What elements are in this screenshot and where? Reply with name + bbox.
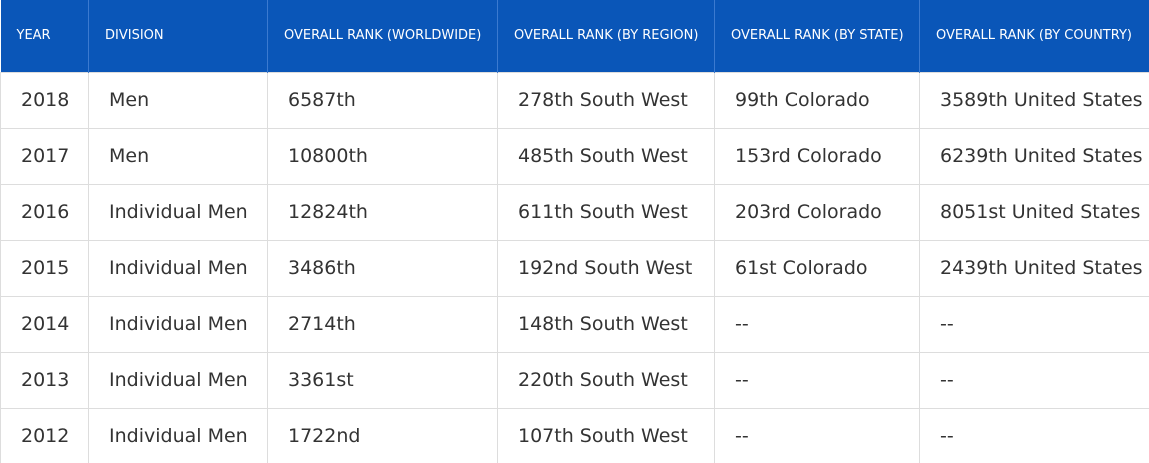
table-cell: -- (714, 407, 920, 463)
table-cell: 611th South West (497, 183, 715, 241)
column-header: OVERALL RANK (BY COUNTRY) (919, 0, 1149, 72)
table-cell: Individual Men (88, 295, 268, 353)
table-cell: 2015 (0, 239, 89, 297)
column-header: OVERALL RANK (BY REGION) (497, 0, 715, 72)
table-cell: 2439th United States (919, 239, 1149, 297)
table-cell: -- (714, 295, 920, 353)
table-body: 2018 Men 6587th 278th South West 99th Colora… (0, 71, 1149, 463)
column-header: OVERALL RANK (BY STATE) (714, 0, 920, 72)
table-cell: 6587th (267, 71, 498, 129)
table-row: 2013 Individual Men 3361st 220th South West… (0, 351, 1149, 409)
table-cell: Individual Men (88, 407, 268, 463)
table-header: YEAR DIVISION OVERALL RANK (WORLDWIDE) OVER… (0, 0, 1149, 72)
table-cell: 2013 (0, 351, 89, 409)
table-cell: 148th South West (497, 295, 715, 353)
table-cell: 2014 (0, 295, 89, 353)
table-cell: 485th South West (497, 127, 715, 185)
table-cell: 107th South West (497, 407, 715, 463)
table-cell: 99th Colorado (714, 71, 920, 129)
table-cell: 278th South West (497, 71, 715, 129)
table-cell: 2016 (0, 183, 89, 241)
table-cell: 3486th (267, 239, 498, 297)
table-cell: 3361st (267, 351, 498, 409)
table-row: 2016 Individual Men 12824th 611th South Wes… (0, 183, 1149, 241)
table-cell: Men (88, 71, 268, 129)
table-cell: 192nd South West (497, 239, 715, 297)
table-row: 2012 Individual Men 1722nd 107th South West… (0, 407, 1149, 463)
column-header: DIVISION (88, 0, 268, 72)
table-row: 2017 Men 10800th 485th South West 153rd Colo… (0, 127, 1149, 185)
table-cell: 2017 (0, 127, 89, 185)
table-cell: Individual Men (88, 239, 268, 297)
table-cell: -- (919, 351, 1149, 409)
table-cell: 61st Colorado (714, 239, 920, 297)
table-cell: 153rd Colorado (714, 127, 920, 185)
table-cell: 12824th (267, 183, 498, 241)
table-cell: 1722nd (267, 407, 498, 463)
table-cell: Individual Men (88, 183, 268, 241)
table-cell: 2012 (0, 407, 89, 463)
table-cell: -- (919, 295, 1149, 353)
table-cell: -- (714, 351, 920, 409)
header-row: YEAR DIVISION OVERALL RANK (WORLDWIDE) OVER… (0, 0, 1149, 72)
table-row: 2015 Individual Men 3486th 192nd South West… (0, 239, 1149, 297)
table-cell: 2714th (267, 295, 498, 353)
table-cell: 6239th United States (919, 127, 1149, 185)
table-cell: Individual Men (88, 351, 268, 409)
table-row: 2018 Men 6587th 278th South West 99th Colora… (0, 71, 1149, 129)
table-cell: 8051st United States (919, 183, 1149, 241)
table-cell: 220th South West (497, 351, 715, 409)
column-header: YEAR (0, 0, 89, 72)
table-cell: 2018 (0, 71, 89, 129)
table-cell: Men (88, 127, 268, 185)
table-cell: 203rd Colorado (714, 183, 920, 241)
table-cell: 3589th United States (919, 71, 1149, 129)
table-row: 2014 Individual Men 2714th 148th South West… (0, 295, 1149, 353)
column-header: OVERALL RANK (WORLDWIDE) (267, 0, 498, 72)
table-cell: -- (919, 407, 1149, 463)
table-cell: 10800th (267, 127, 498, 185)
